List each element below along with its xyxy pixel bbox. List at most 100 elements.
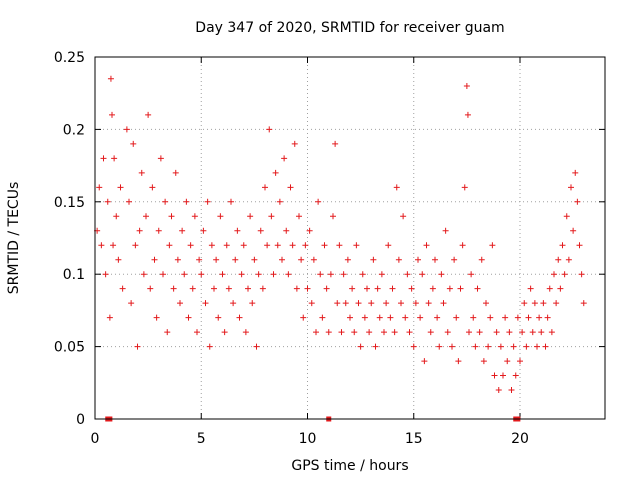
- data-point: [504, 358, 511, 365]
- data-point: [453, 314, 460, 321]
- data-point: [398, 300, 404, 307]
- data-point: [489, 242, 496, 249]
- data-point: [232, 256, 239, 263]
- data-point: [200, 227, 207, 234]
- data-point: [225, 285, 232, 292]
- data-point: [245, 285, 251, 292]
- data-point: [264, 242, 271, 249]
- data-point: [444, 329, 451, 336]
- data-point: [272, 169, 279, 176]
- data-point: [240, 242, 247, 249]
- data-point: [215, 314, 222, 321]
- data-point: [344, 256, 351, 263]
- data-point: [155, 227, 162, 234]
- data-point: [538, 329, 545, 336]
- data-point: [119, 285, 126, 292]
- data-point: [480, 358, 487, 365]
- data-point: [300, 314, 307, 321]
- data-point: [378, 271, 385, 278]
- data-point: [434, 314, 441, 321]
- data-point: [253, 343, 260, 350]
- data-point: [381, 329, 387, 336]
- data-point: [162, 198, 169, 205]
- data-point: [357, 343, 364, 350]
- data-point: [540, 300, 547, 307]
- data-point: [400, 213, 407, 220]
- data-point: [391, 329, 398, 336]
- data-point: [194, 329, 200, 336]
- data-point: [276, 198, 283, 205]
- data-point: [123, 126, 130, 133]
- data-point: [185, 314, 192, 321]
- data-point: [519, 329, 526, 336]
- data-point: [107, 75, 114, 82]
- x-tick-label: 5: [197, 431, 206, 447]
- data-point: [234, 227, 241, 234]
- data-point: [406, 329, 413, 336]
- data-point: [512, 372, 519, 379]
- data-point: [436, 343, 443, 350]
- data-point: [164, 329, 171, 336]
- data-point: [266, 126, 273, 133]
- data-point: [574, 198, 581, 205]
- data-point: [338, 329, 345, 336]
- data-point: [376, 314, 383, 321]
- data-point: [565, 256, 572, 263]
- data-point: [251, 256, 258, 263]
- data-point: [523, 343, 530, 350]
- points-layer: [94, 75, 587, 394]
- data-point: [366, 329, 373, 336]
- data-point: [432, 256, 438, 263]
- data-point: [555, 256, 562, 263]
- data-point: [247, 213, 254, 220]
- data-point: [438, 271, 445, 278]
- data-point: [483, 300, 489, 307]
- data-point: [259, 285, 266, 292]
- data-point: [468, 271, 475, 278]
- data-point: [514, 314, 521, 321]
- data-point: [451, 256, 458, 263]
- y-tick-label: 0.05: [54, 340, 85, 356]
- data-point: [217, 213, 224, 220]
- x-tick-label: 0: [91, 431, 100, 447]
- data-point: [147, 285, 154, 292]
- data-point: [270, 271, 277, 278]
- data-point: [568, 184, 574, 191]
- data-point: [208, 242, 215, 249]
- data-point: [293, 285, 300, 292]
- data-point: [313, 329, 319, 336]
- data-point: [285, 271, 292, 278]
- data-point: [153, 314, 160, 321]
- data-point: [455, 358, 462, 365]
- data-point: [257, 227, 264, 234]
- data-point: [476, 329, 483, 336]
- data-point: [287, 184, 294, 191]
- data-point: [487, 314, 494, 321]
- data-point: [289, 242, 296, 249]
- y-tick-label: 0.2: [63, 122, 85, 138]
- data-point: [304, 285, 311, 292]
- tick-layer: 0 5 10 15 20 0 0.05 0.1 0.15 0.2 0.25: [54, 50, 605, 447]
- data-point: [268, 213, 275, 220]
- data-point: [213, 256, 220, 263]
- data-point: [429, 285, 436, 292]
- data-point: [211, 285, 217, 292]
- data-point: [274, 242, 281, 249]
- data-point: [115, 256, 122, 263]
- data-point: [151, 256, 158, 263]
- data-point: [110, 242, 117, 249]
- data-point: [536, 314, 543, 321]
- data-point: [517, 358, 523, 365]
- data-point: [389, 285, 396, 292]
- data-point: [464, 111, 471, 118]
- data-point: [446, 285, 453, 292]
- data-point: [463, 82, 470, 89]
- data-point: [143, 213, 149, 220]
- data-point: [457, 285, 464, 292]
- data-point: [138, 169, 145, 176]
- data-point: [136, 227, 143, 234]
- data-point: [330, 213, 336, 220]
- data-point: [170, 285, 177, 292]
- data-point: [179, 227, 186, 234]
- data-point: [559, 242, 566, 249]
